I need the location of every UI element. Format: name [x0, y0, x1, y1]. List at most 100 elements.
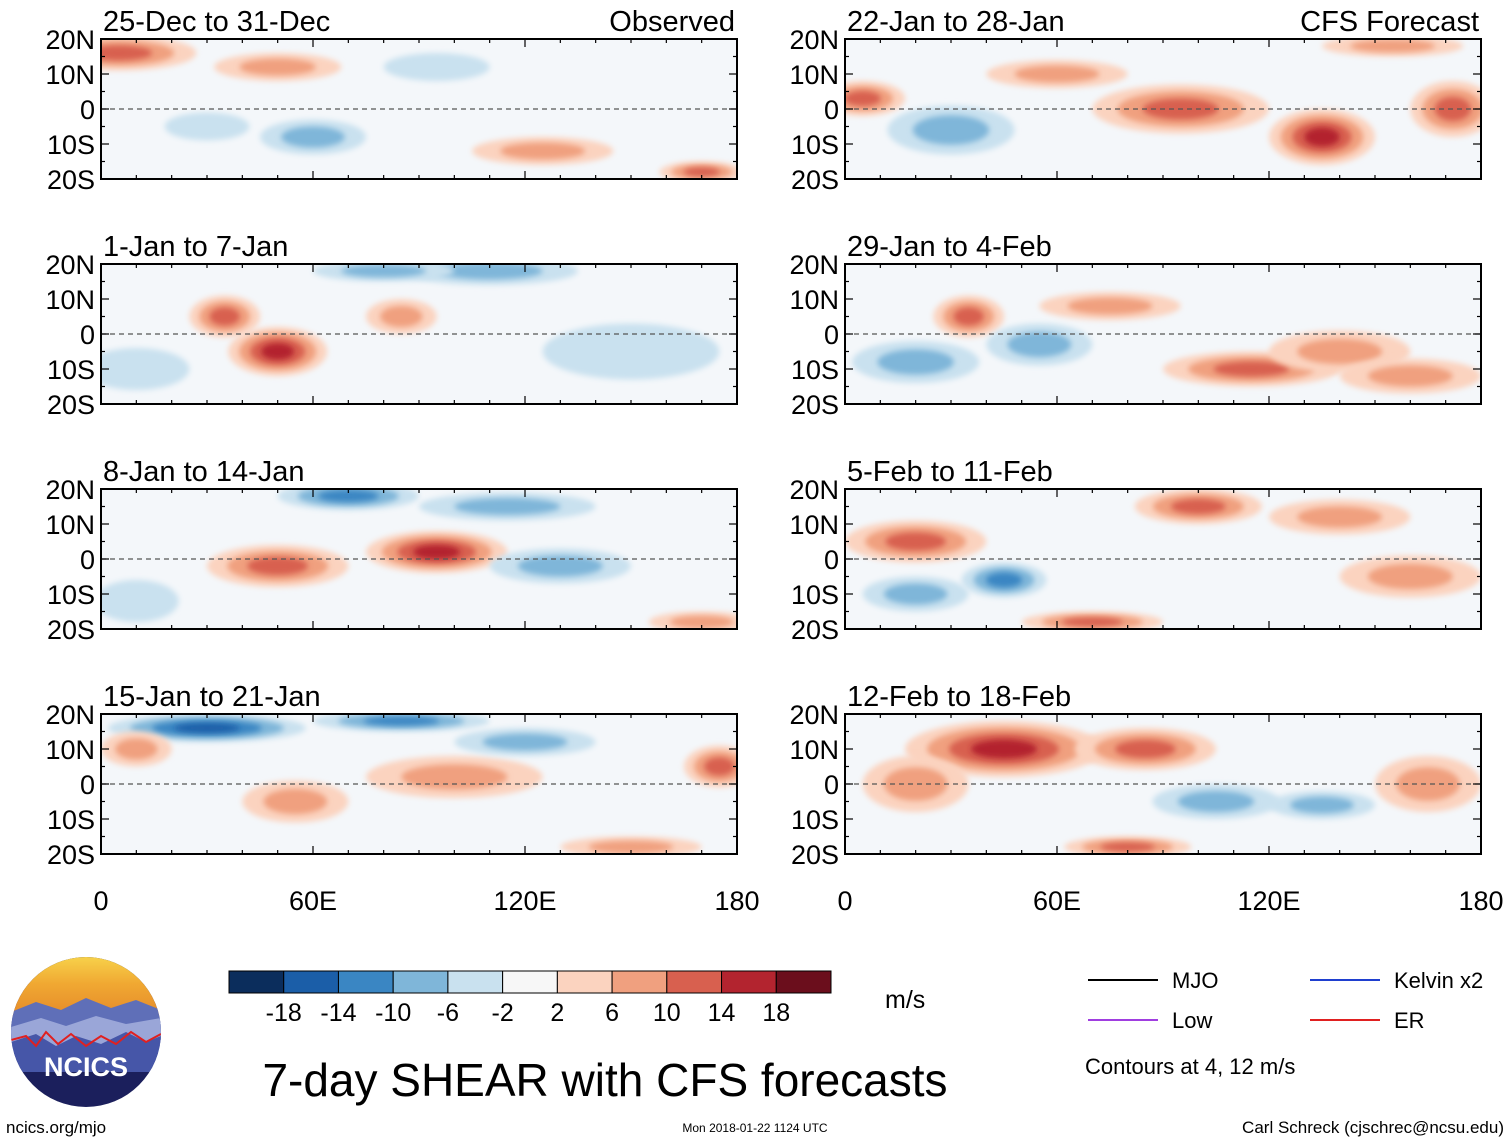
shear-shading [380, 306, 423, 327]
y-tick-label: 10N [45, 285, 95, 315]
colorbar-swatch [283, 970, 339, 994]
x-tick-label: 120E [1237, 886, 1300, 916]
y-tick-label: 20S [47, 165, 95, 195]
credit: Carl Schreck (cjschrec@ncsu.edu) [1242, 1118, 1504, 1137]
shear-shading [1350, 39, 1436, 53]
y-tick-label: 0 [824, 95, 839, 125]
shear-shading [115, 738, 158, 760]
column-header: CFS Forecast [1300, 6, 1479, 38]
shear-shading [401, 764, 508, 790]
column-header: Observed [609, 6, 735, 38]
shear-shading [101, 580, 179, 622]
panel-date-label: 12-Feb to 18-Feb [847, 681, 1071, 713]
colorbar-units: m/s [885, 986, 925, 1014]
shear-shading [363, 716, 440, 726]
panel-date-label: 22-Jan to 28-Jan [847, 6, 1065, 38]
x-tick-label: 180 [1458, 886, 1503, 916]
y-tick-label: 10N [789, 735, 839, 765]
shear-shading [1297, 338, 1383, 365]
y-tick-label: 20N [789, 250, 839, 280]
panel-cfs-0: 22-Jan to 28-Jan CFS Forecast 20N 10N 0 10S 20… [789, 6, 1482, 195]
shear-shading [482, 733, 568, 751]
colorbar-swatch [392, 970, 449, 994]
legend-label: ER [1394, 1008, 1425, 1033]
y-tick-label: 20S [791, 165, 839, 195]
colorbar-label: 10 [653, 999, 681, 1027]
panel-grid: 25-Dec to 31-Dec Observed20N10N010S20S1-J… [45, 6, 1503, 916]
y-tick-label: 20N [789, 700, 839, 730]
shear-shading [101, 45, 152, 61]
contour-note: Contours at 4, 12 m/s [1085, 1054, 1295, 1079]
x-tick-label: 0 [93, 886, 108, 916]
ncics-logo: NCICS [11, 957, 161, 1107]
x-tick-label: 60E [1033, 886, 1081, 916]
x-tick-label: 0 [837, 886, 852, 916]
panel-obs-1: 1-Jan to 7-Jan 20N 10N 0 10S 20S [45, 231, 738, 420]
y-tick-label: 10N [45, 60, 95, 90]
shear-shading [683, 167, 720, 177]
shear-shading [1396, 767, 1460, 801]
logo-text: NCICS [44, 1052, 128, 1082]
shear-shading [413, 545, 461, 559]
shear-shading [883, 767, 948, 801]
shear-shading [101, 348, 190, 390]
y-tick-label: 20S [47, 840, 95, 870]
panel-date-label: 1-Jan to 7-Jan [103, 231, 288, 263]
y-tick-label: 10N [45, 735, 95, 765]
y-tick-label: 10S [791, 805, 839, 835]
shear-shading [1297, 506, 1383, 528]
y-tick-label: 20N [45, 700, 95, 730]
y-tick-label: 10N [789, 60, 839, 90]
colorbar-swatch [502, 970, 558, 994]
colorbar: -18 -14 -10 -6 -2 2 6 10 14 18 [228, 970, 832, 1027]
panel-date-label: 29-Jan to 4-Feb [847, 231, 1052, 263]
shear-shading [953, 307, 984, 326]
shear-shading [1367, 563, 1453, 590]
shear-shading [341, 264, 427, 278]
shear-shading [261, 343, 295, 360]
y-tick-label: 10S [791, 355, 839, 385]
shear-shading [239, 58, 316, 76]
y-tick-label: 20S [47, 615, 95, 645]
colorbar-swatch [556, 970, 613, 994]
x-tick-label: 60E [289, 886, 337, 916]
shear-shading [588, 840, 674, 854]
shear-shading [1007, 331, 1072, 358]
shear-shading [1062, 617, 1123, 627]
y-tick-label: 10N [789, 285, 839, 315]
y-tick-label: 20S [791, 840, 839, 870]
colorbar-label: -2 [492, 999, 514, 1027]
y-tick-label: 0 [80, 320, 95, 350]
legend-label: MJO [1172, 968, 1218, 993]
shear-shading [542, 323, 720, 380]
colorbar-swatch [611, 970, 668, 994]
shear-shading [281, 126, 345, 148]
panel-cfs-1: 29-Jan to 4-Feb 20N 10N 0 10S 20S [789, 231, 1482, 420]
x-tick-label: 180 [714, 886, 759, 916]
y-tick-label: 10S [47, 580, 95, 610]
legend-label: Low [1172, 1008, 1212, 1033]
shear-shading [883, 583, 948, 605]
colorbar-label: 14 [708, 999, 736, 1027]
shear-shading [263, 788, 328, 815]
chart-title: 7-day SHEAR with CFS forecasts [262, 1054, 947, 1106]
colorbar-swatch [775, 970, 832, 994]
y-tick-label: 20N [45, 475, 95, 505]
colorbar-swatch [228, 970, 285, 994]
colorbar-label: -6 [437, 999, 459, 1027]
y-tick-label: 20N [789, 25, 839, 55]
y-tick-label: 10N [45, 510, 95, 540]
panel-cfs-3: 12-Feb to 18-Feb 20N 10N 0 10S 20S 0 60E 120E 180 [789, 681, 1503, 916]
colorbar-swatch [447, 970, 504, 994]
colorbar-label: -14 [320, 999, 356, 1027]
shear-shading [1067, 297, 1153, 315]
y-tick-label: 20S [791, 390, 839, 420]
y-tick-label: 0 [80, 95, 95, 125]
shear-shading [704, 757, 735, 776]
shear-shading [500, 142, 586, 160]
y-tick-label: 20S [791, 615, 839, 645]
y-tick-label: 20N [789, 475, 839, 505]
shear-shading [174, 723, 240, 733]
y-tick-label: 0 [824, 320, 839, 350]
contour-legend: MJO Kelvin x2 Low ER [1088, 968, 1483, 1033]
